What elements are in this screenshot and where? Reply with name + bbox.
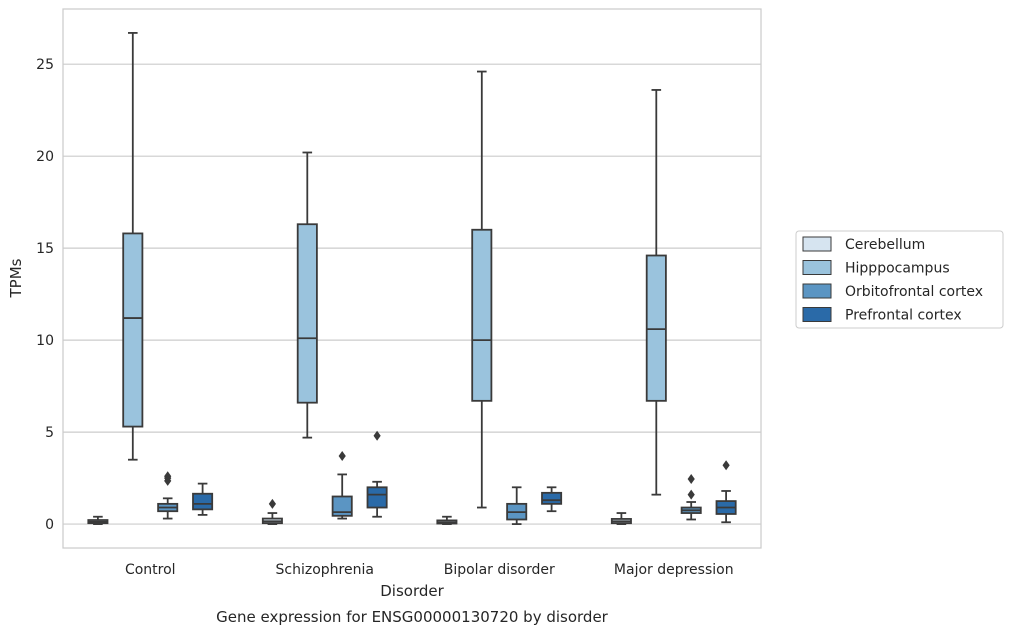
box-cerebellum: [261, 498, 283, 525]
box-hipppocampus: [645, 89, 667, 496]
box-orbitofrontal-cortex: [506, 486, 528, 525]
grid-lines: [63, 63, 761, 525]
box-hipppocampus: [471, 70, 493, 509]
box-cerebellum: [87, 515, 109, 525]
legend-swatch: [802, 236, 832, 252]
box-prefrontal-cortex: [192, 482, 214, 516]
x-tick-label: Bipolar disorder: [444, 562, 555, 578]
box-orbitofrontal-cortex: [680, 474, 702, 521]
box-cerebellum: [610, 512, 632, 525]
legend-entry-label: Prefrontal cortex: [845, 308, 962, 324]
y-tick-label: 25: [36, 57, 54, 73]
legend-entry-label: Cerebellum: [845, 237, 925, 253]
legend: Cerebellum Hipppocampus Orbitofrontal cort…: [795, 230, 1004, 329]
box-hipppocampus: [122, 32, 144, 461]
outlier-point: [373, 430, 381, 441]
x-axis-label: Disorder: [380, 582, 444, 600]
box-orbitofrontal-cortex: [157, 471, 179, 520]
x-axis-ticks: Control Schizophrenia Bipolar disorder Majo…: [125, 562, 734, 578]
plot-area: [87, 32, 737, 525]
box-body: [296, 223, 318, 404]
box-body: [192, 492, 214, 511]
outlier-point: [687, 474, 695, 485]
y-tick-label: 20: [36, 149, 54, 165]
box-body: [366, 486, 388, 509]
y-tick-label: 10: [36, 333, 54, 349]
outlier-point: [338, 451, 346, 462]
y-tick-label: 0: [45, 517, 54, 533]
chart-caption: Gene expression for ENSG00000130720 by d…: [216, 608, 609, 626]
box-body: [645, 254, 667, 402]
outlier-point: [722, 460, 730, 471]
y-axis-label: TPMs: [7, 258, 25, 298]
legend-swatch: [802, 307, 832, 322]
x-tick-label: Control: [125, 562, 176, 578]
box-body: [331, 495, 353, 517]
box-prefrontal-cortex: [541, 486, 563, 513]
legend-swatch: [802, 260, 832, 275]
y-tick-label: 15: [36, 241, 54, 257]
outlier-point: [164, 471, 172, 482]
legend-swatch: [802, 283, 832, 299]
box-body: [122, 232, 144, 428]
box-prefrontal-cortex: [366, 430, 388, 518]
box-orbitofrontal-cortex: [331, 451, 353, 520]
legend-frame: [795, 230, 1004, 329]
plot-frame: [62, 8, 762, 549]
box-prefrontal-cortex: [715, 460, 737, 524]
x-tick-label: Schizophrenia: [276, 562, 374, 578]
y-axis-ticks: 0 5 10 15 20 25: [36, 57, 54, 533]
outlier-point: [687, 489, 695, 500]
box-cerebellum: [436, 515, 458, 525]
box-body: [471, 228, 493, 402]
y-tick-label: 5: [45, 425, 54, 441]
legend-entry-label: Orbitofrontal cortex: [845, 284, 983, 300]
x-tick-label: Major depression: [614, 562, 734, 578]
box-hipppocampus: [296, 151, 318, 439]
box-body: [541, 491, 563, 505]
legend-entry-label: Hipppocampus: [845, 261, 950, 277]
outlier-point: [268, 498, 276, 509]
